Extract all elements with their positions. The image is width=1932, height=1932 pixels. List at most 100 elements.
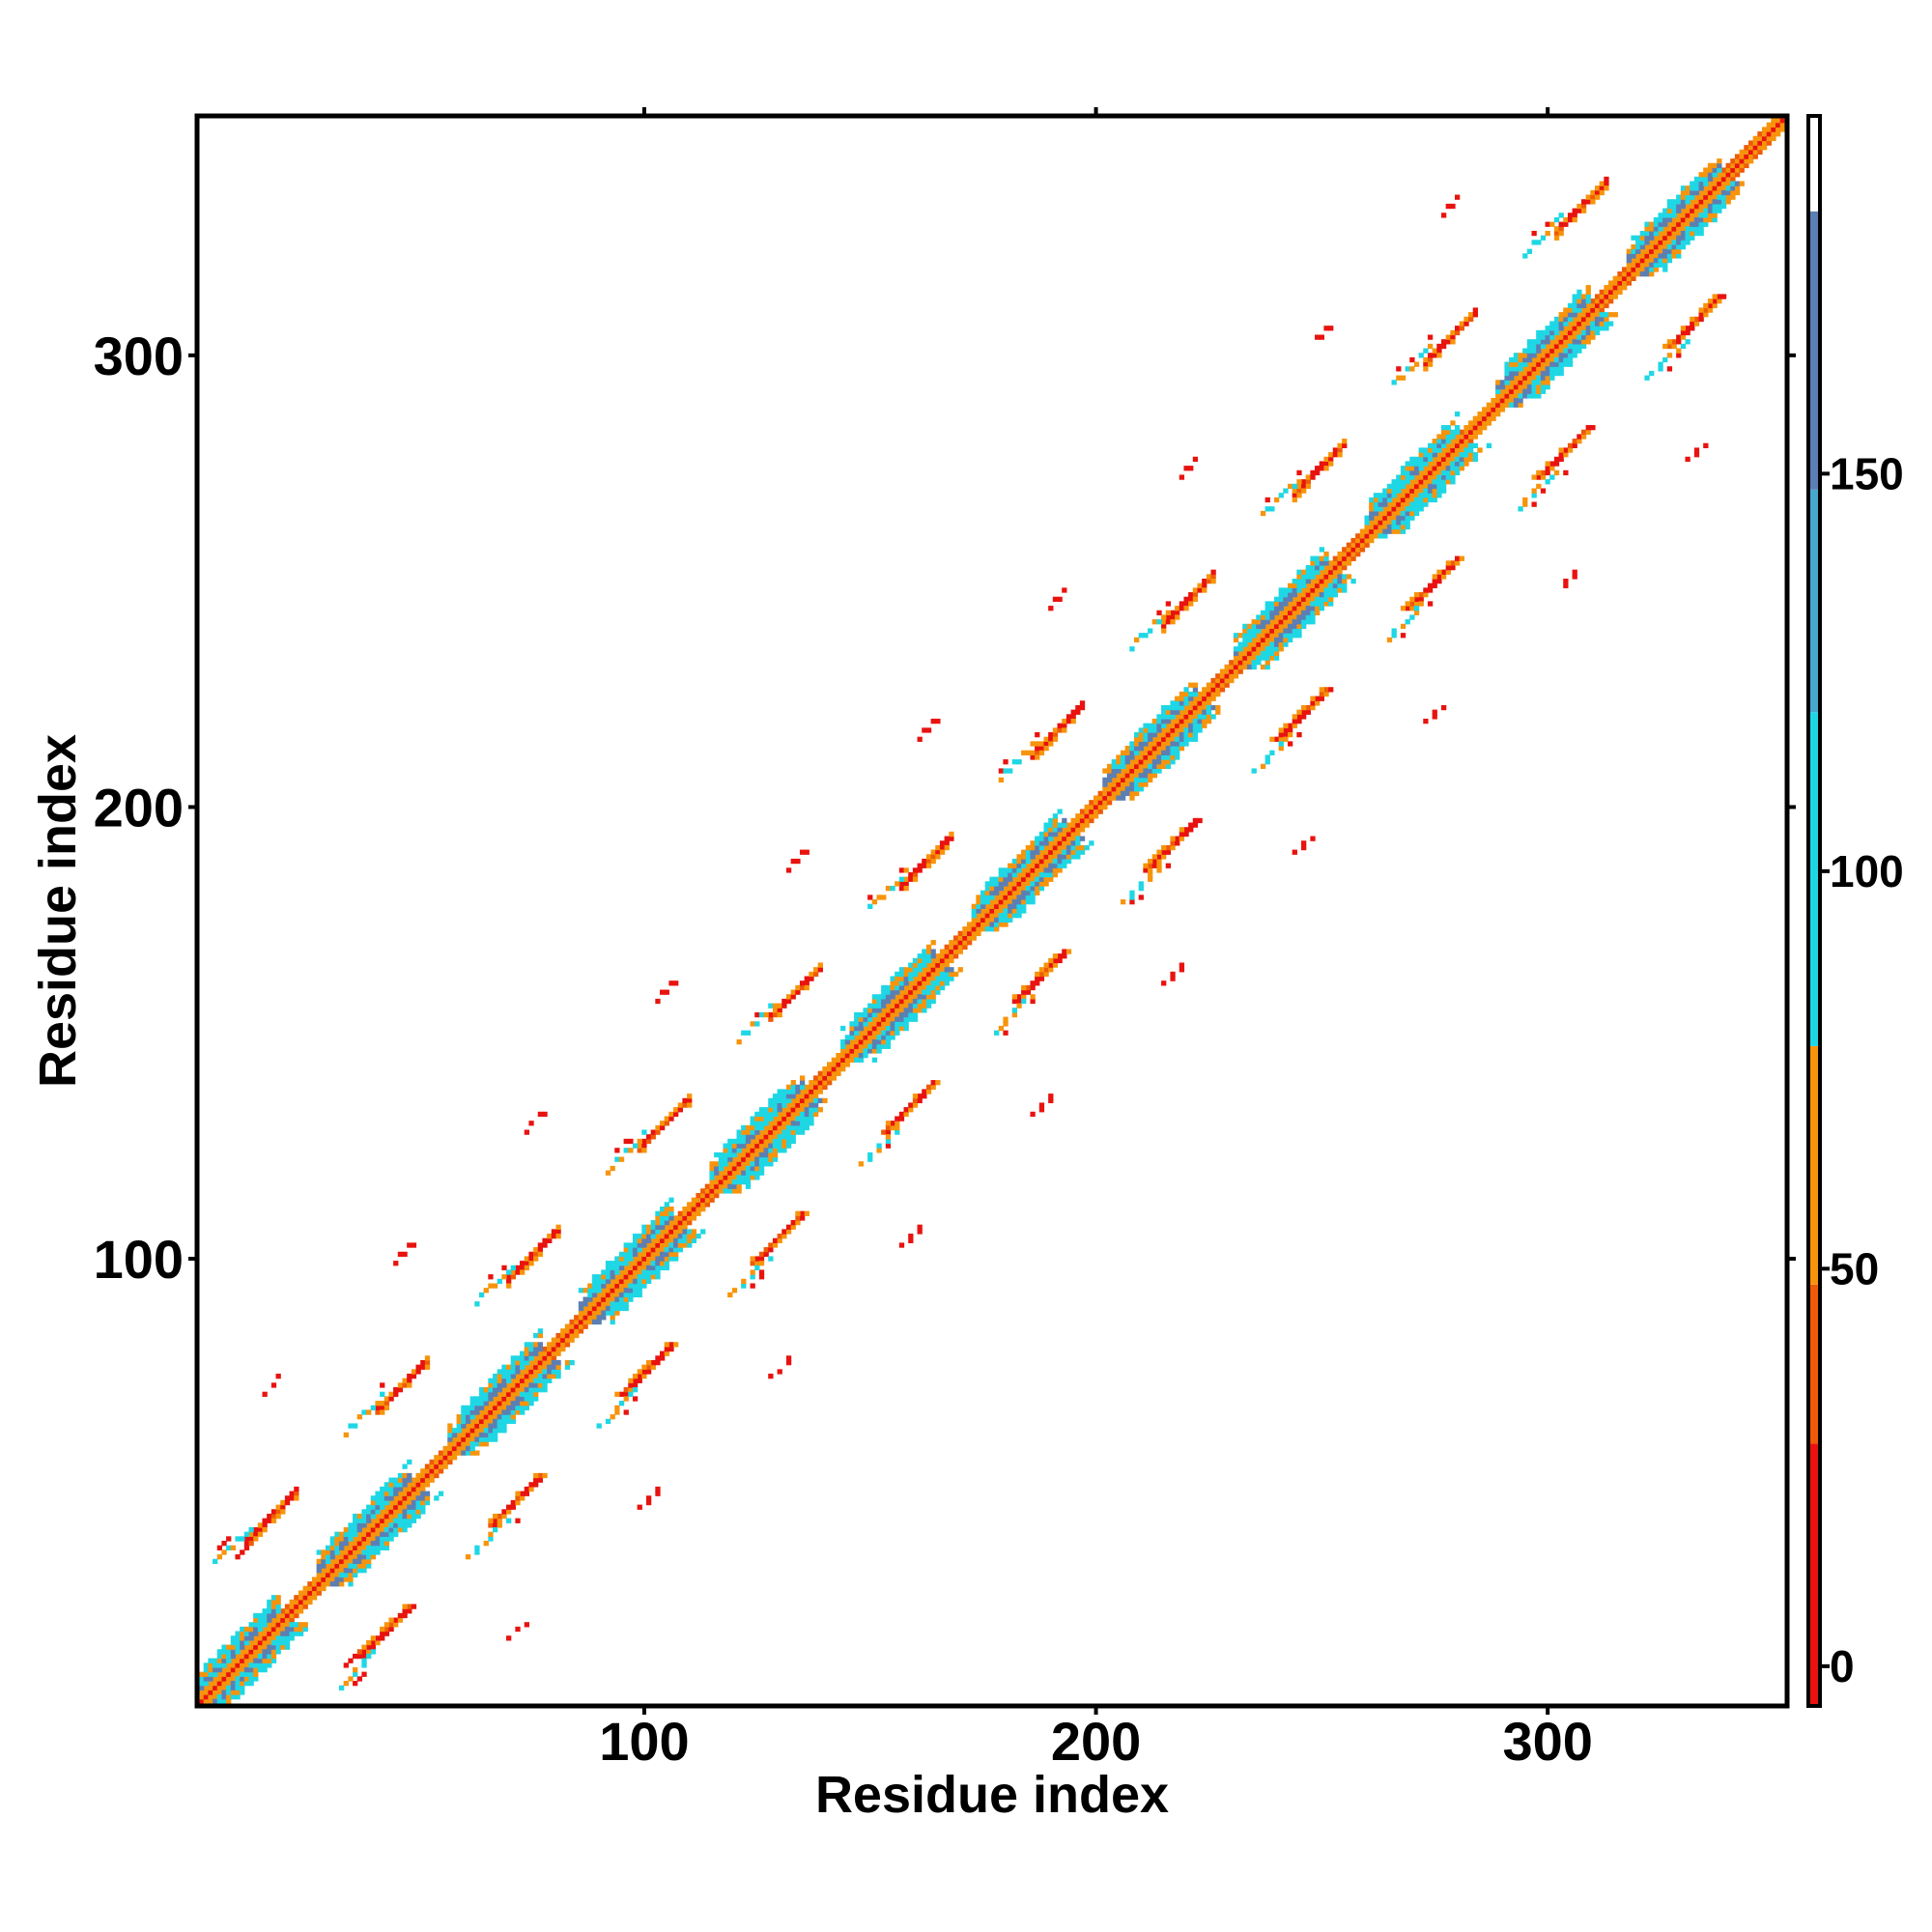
heatmap-cell — [1170, 976, 1176, 981]
heatmap-cell — [1120, 781, 1126, 787]
heatmap-cell — [980, 922, 986, 927]
heatmap-cell — [1662, 208, 1668, 213]
heatmap-cell — [221, 1653, 227, 1660]
heatmap-cell — [537, 1350, 544, 1356]
heatmap-cell — [587, 1315, 593, 1321]
heatmap-cell — [407, 1608, 412, 1614]
heatmap-cell — [257, 1612, 264, 1619]
heatmap-cell — [971, 922, 977, 927]
heatmap-cell — [1649, 230, 1655, 237]
heatmap-cell — [478, 1387, 485, 1393]
heatmap-cell — [1120, 899, 1126, 905]
heatmap-cell — [1685, 189, 1690, 196]
heatmap-cell — [1545, 348, 1550, 354]
heatmap-cell — [984, 917, 990, 923]
heatmap-cell — [781, 1116, 787, 1122]
heatmap-cell — [1057, 844, 1063, 851]
heatmap-cell — [270, 1382, 277, 1388]
heatmap-cell — [1328, 560, 1334, 566]
heatmap-cell — [795, 1215, 801, 1221]
heatmap-cell — [343, 1662, 349, 1668]
heatmap-cell — [235, 1554, 241, 1560]
heatmap-cell — [569, 1328, 575, 1334]
heatmap-cell — [199, 1680, 205, 1687]
heatmap-cell — [243, 1541, 250, 1547]
heatmap-cell — [1563, 339, 1569, 345]
heatmap-cell — [1156, 849, 1162, 855]
heatmap-cell — [294, 1491, 299, 1496]
heatmap-cell — [506, 1391, 512, 1397]
heatmap-cell — [1540, 388, 1547, 394]
heatmap-cell — [501, 1264, 507, 1271]
heatmap-cell — [520, 1364, 526, 1370]
heatmap-cell — [524, 1382, 529, 1388]
heatmap-cell — [1572, 353, 1577, 358]
heatmap-cell — [1418, 479, 1424, 485]
heatmap-cell — [1003, 895, 1009, 900]
heatmap-cell — [1025, 885, 1032, 892]
heatmap-cell — [1292, 582, 1297, 588]
heatmap-cell — [356, 1414, 362, 1420]
heatmap-cell — [1070, 827, 1076, 833]
heatmap-cell — [547, 1374, 553, 1379]
heatmap-cell — [339, 1563, 345, 1569]
heatmap-cell — [772, 1111, 779, 1118]
heatmap-cell — [949, 953, 954, 959]
heatmap-cell — [560, 1342, 566, 1348]
heatmap-cell — [420, 1359, 426, 1366]
heatmap-cell — [1522, 348, 1528, 354]
heatmap-cell — [660, 1224, 666, 1230]
heatmap-cell — [976, 930, 981, 937]
heatmap-cell — [1604, 289, 1609, 296]
heatmap-cell — [1400, 506, 1406, 512]
heatmap-cell — [1008, 903, 1013, 909]
heatmap-cell — [424, 1482, 431, 1488]
heatmap-cell — [1572, 329, 1577, 336]
heatmap-cell — [393, 1513, 399, 1520]
heatmap-cell — [1468, 439, 1474, 444]
heatmap-cell — [623, 1251, 629, 1258]
heatmap-cell — [456, 1436, 462, 1442]
heatmap-cell — [1707, 167, 1714, 173]
heatmap-cell — [1405, 515, 1410, 521]
heatmap-cell — [1065, 827, 1072, 833]
heatmap-cell — [1567, 356, 1574, 363]
heatmap-cell — [1545, 353, 1550, 358]
heatmap-cell — [799, 1121, 806, 1126]
heatmap-cell — [1264, 759, 1270, 765]
heatmap-cell — [235, 1536, 241, 1542]
heatmap-cell — [474, 1409, 480, 1415]
heatmap-cell — [1567, 316, 1574, 323]
heatmap-cell — [949, 967, 954, 973]
heatmap-cell — [673, 1111, 679, 1118]
heatmap-cell — [754, 1264, 760, 1271]
heatmap-cell — [682, 1224, 688, 1230]
heatmap-cell — [294, 1486, 299, 1492]
heatmap-cell — [375, 1518, 381, 1523]
heatmap-cell — [1594, 302, 1601, 309]
heatmap-cell — [199, 1676, 205, 1682]
heatmap-cell — [547, 1234, 553, 1239]
heatmap-cell — [235, 1685, 241, 1690]
heatmap-cell — [1025, 854, 1032, 860]
heatmap-cell — [1450, 329, 1456, 336]
heatmap-cell — [1423, 466, 1429, 471]
heatmap-cell — [1378, 524, 1383, 530]
heatmap-cell — [1499, 402, 1506, 408]
heatmap-cell — [1436, 479, 1442, 485]
heatmap-cell — [871, 1038, 878, 1045]
heatmap-cell — [488, 1522, 494, 1528]
heatmap-cell — [664, 1210, 669, 1216]
heatmap-cell — [1043, 854, 1049, 860]
heatmap-cell — [1148, 746, 1153, 752]
heatmap-cell — [510, 1382, 516, 1388]
heatmap-cell — [1065, 844, 1072, 851]
heatmap-cell — [1151, 763, 1157, 770]
heatmap-cell — [1580, 302, 1587, 309]
heatmap-cell — [1089, 817, 1094, 824]
heatmap-cell — [1717, 172, 1722, 178]
heatmap-cell — [645, 1224, 652, 1230]
heatmap-cell — [528, 1359, 534, 1366]
heatmap-cell — [917, 1094, 923, 1099]
heatmap-cell — [1545, 384, 1550, 390]
